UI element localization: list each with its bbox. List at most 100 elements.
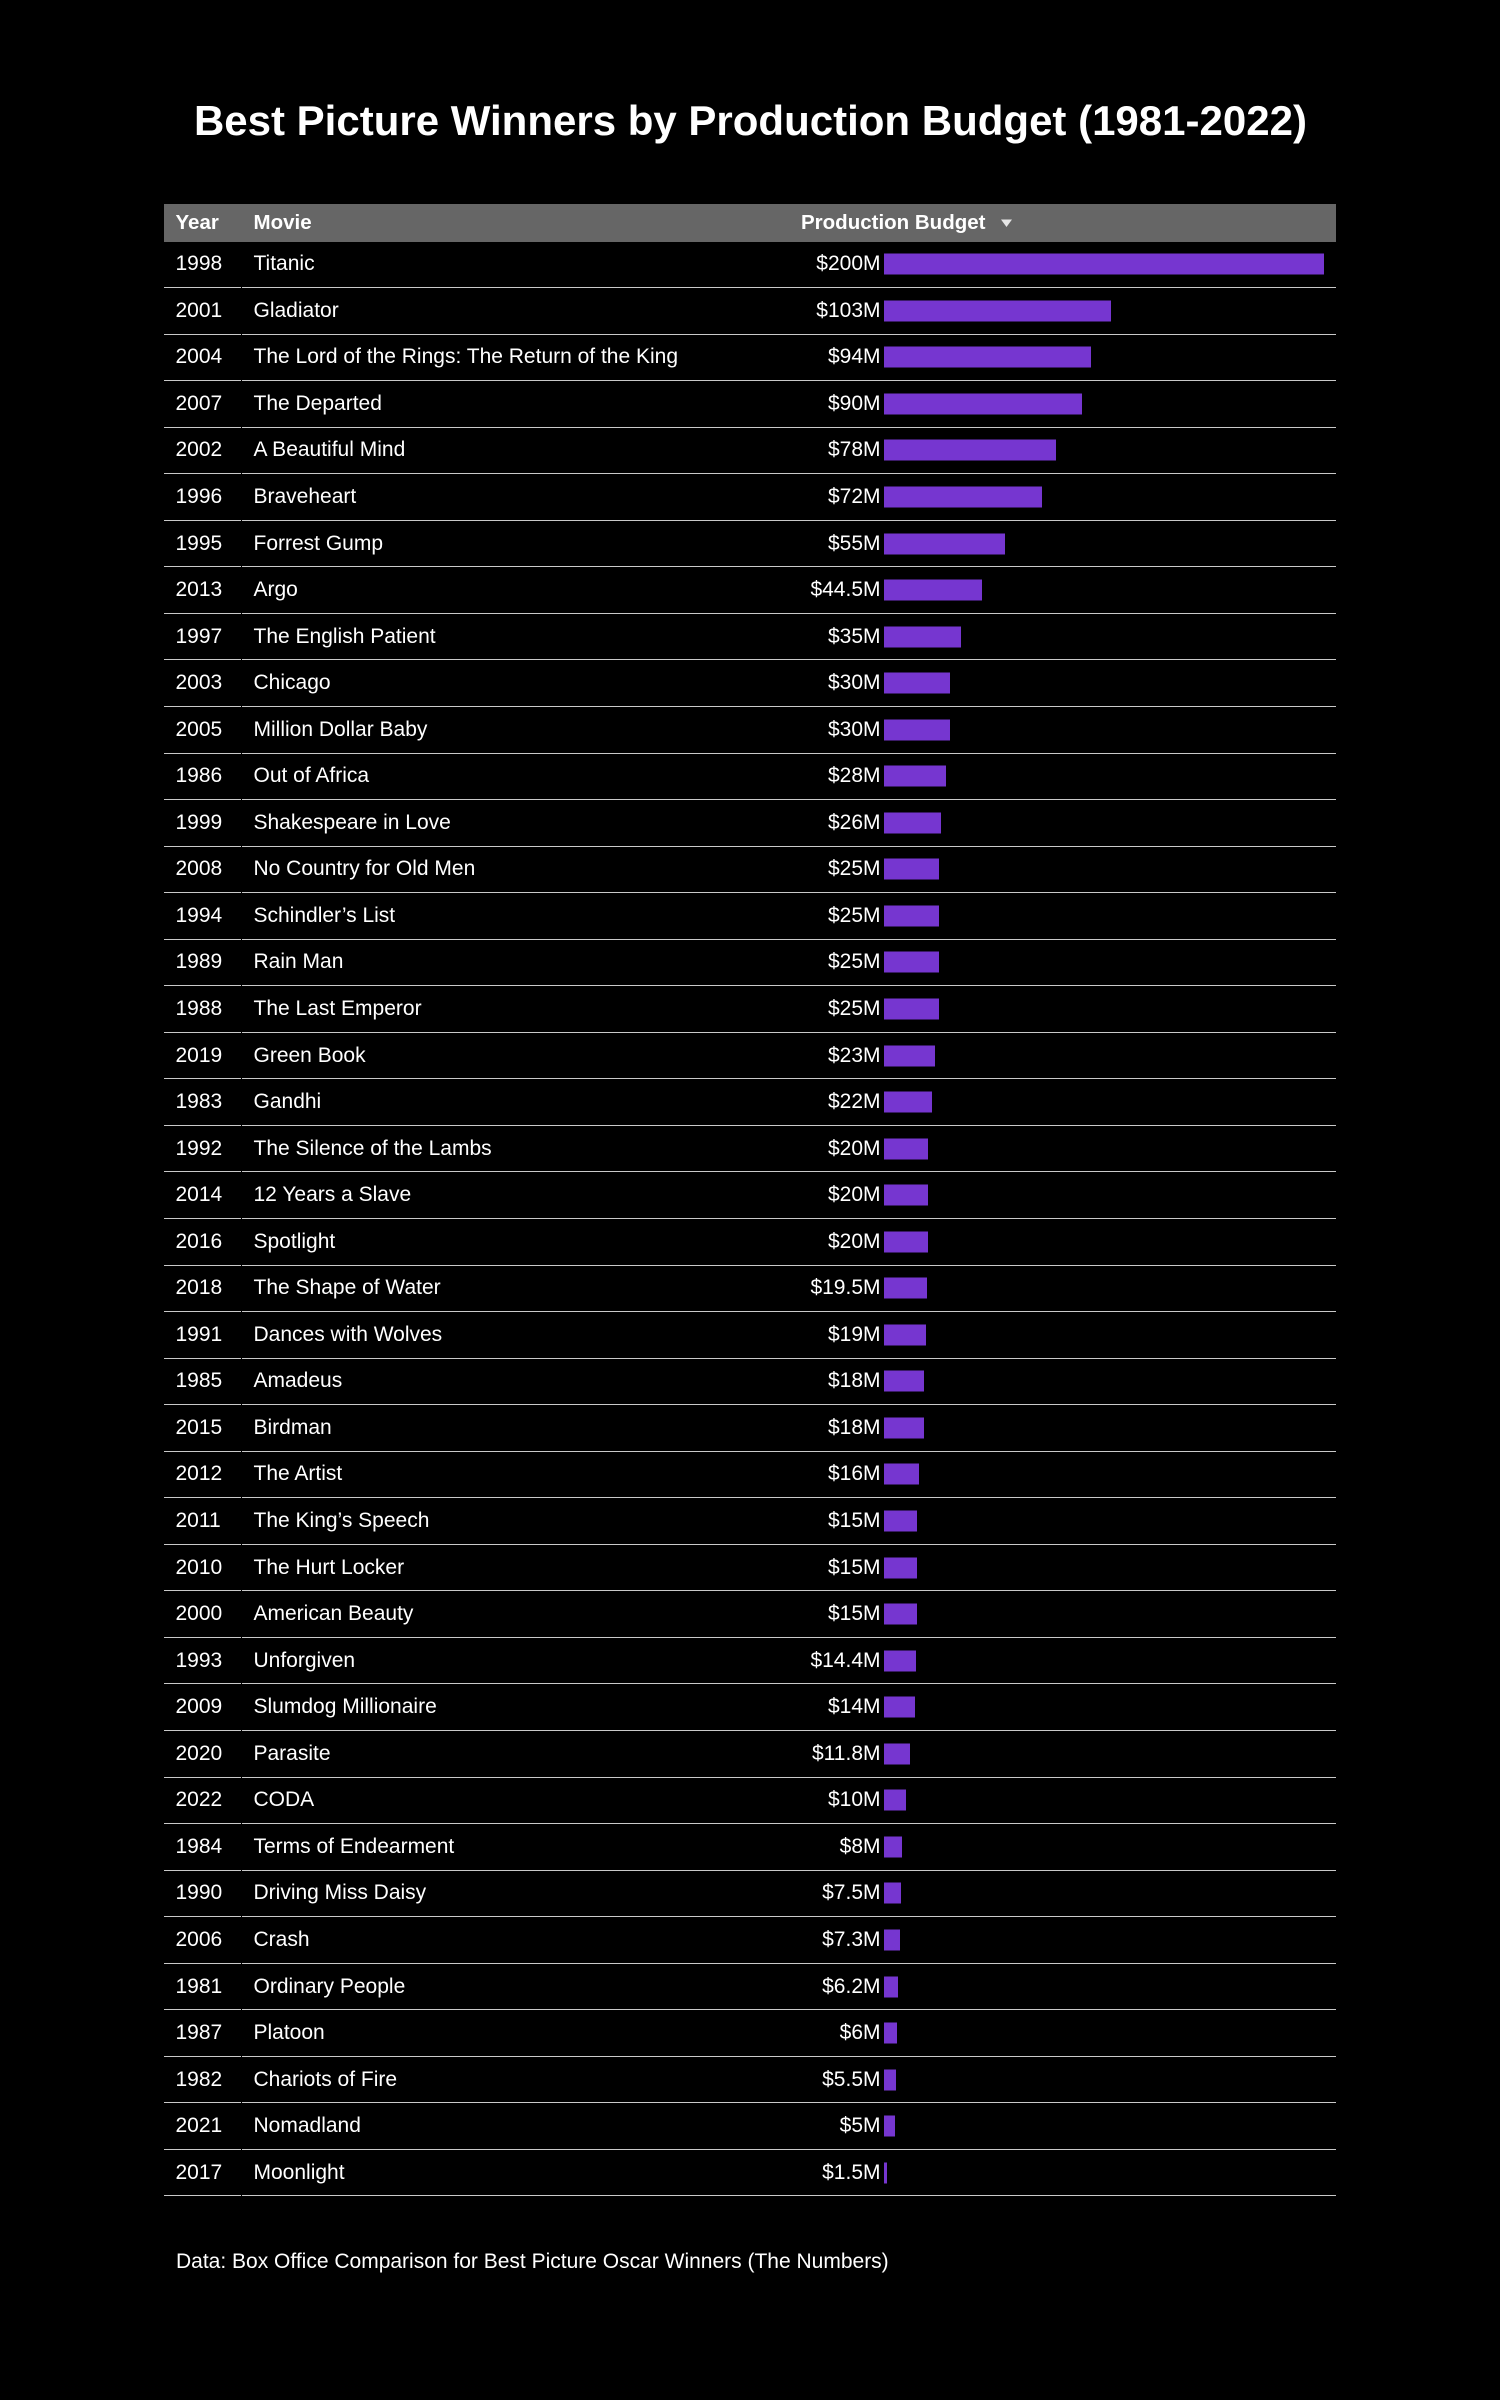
budget-bar bbox=[884, 905, 939, 927]
col-header-budget-label: Production Budget bbox=[801, 210, 986, 234]
movie-cell: Parasite bbox=[253, 1741, 331, 1765]
bar-track bbox=[884, 1836, 902, 1858]
budget-value-cell: $18M bbox=[827, 1369, 881, 1393]
budget-bar bbox=[884, 1417, 924, 1439]
budget-value-cell: $25M bbox=[827, 997, 881, 1021]
year-cell: 2003 bbox=[175, 671, 223, 695]
movie-cell: Chicago bbox=[253, 671, 331, 695]
budget-bar bbox=[884, 579, 982, 601]
movie-cell: Braveheart bbox=[253, 485, 357, 508]
table-body: 1998 Titanic $200M 2001 Gladiator $103M 2004 Th… bbox=[164, 242, 1336, 2197]
table-row: 2003 Chicago $30M bbox=[164, 660, 1336, 707]
budget-bar bbox=[884, 1603, 917, 1625]
table-row: 2002 A Beautiful Mind $78M bbox=[164, 428, 1336, 475]
bar-track bbox=[884, 1882, 901, 1904]
table-row: 1993 Unforgiven $14.4M bbox=[164, 1638, 1336, 1685]
col-header-year[interactable]: Year bbox=[175, 210, 219, 234]
budget-bar bbox=[884, 1789, 906, 1811]
budget-bar bbox=[884, 1463, 920, 1485]
table-row: 1981 Ordinary People $6.2M bbox=[164, 1964, 1336, 2011]
bar-track bbox=[884, 1370, 924, 1392]
year-cell: 1992 bbox=[175, 1136, 223, 1160]
budget-value-cell: $22M bbox=[827, 1090, 881, 1114]
table-row: 2018 The Shape of Water $19.5M bbox=[164, 1266, 1336, 1313]
table-row: 2021 Nomadland $5M bbox=[164, 2103, 1336, 2150]
bar-track bbox=[884, 812, 942, 834]
budget-value-cell: $94M bbox=[827, 345, 881, 369]
bar-track bbox=[884, 1696, 915, 1718]
movie-cell: Schindler’s List bbox=[253, 903, 396, 927]
table-row: 1982 Chariots of Fire $5.5M bbox=[164, 2057, 1336, 2104]
budget-bar bbox=[884, 1138, 928, 1160]
bar-track bbox=[884, 765, 946, 787]
budget-bar bbox=[884, 858, 939, 880]
table-row: 2008 No Country for Old Men $25M bbox=[164, 847, 1336, 894]
year-cell: 2008 bbox=[175, 857, 223, 881]
budget-bar bbox=[884, 2022, 898, 2044]
movie-cell: The Artist bbox=[253, 1462, 343, 1486]
bar-track bbox=[884, 486, 1043, 508]
movie-cell: Gladiator bbox=[253, 298, 339, 322]
col-header-movie[interactable]: Movie bbox=[253, 210, 312, 234]
budget-value-cell: $20M bbox=[827, 1229, 881, 1253]
budget-bar bbox=[884, 486, 1043, 508]
bar-track bbox=[884, 2162, 888, 2184]
sort-descending-icon[interactable] bbox=[1001, 219, 1013, 227]
table-row: 1991 Dances with Wolves $19M bbox=[164, 1312, 1336, 1359]
year-cell: 2002 bbox=[175, 438, 223, 462]
budget-bar bbox=[884, 346, 1091, 368]
budget-bar bbox=[884, 1976, 898, 1997]
budget-bar bbox=[884, 1650, 916, 1672]
budget-bar bbox=[884, 1743, 910, 1765]
movie-cell: Shakespeare in Love bbox=[253, 810, 451, 834]
year-cell: 1999 bbox=[175, 810, 223, 834]
bar-track bbox=[884, 951, 939, 973]
budget-value-cell: $7.3M bbox=[822, 1927, 881, 1951]
table-row: 1990 Driving Miss Daisy $7.5M bbox=[164, 1871, 1336, 1918]
year-cell: 1981 bbox=[175, 1974, 223, 1998]
table-row: 1997 The English Patient $35M bbox=[164, 614, 1336, 661]
budget-bar bbox=[884, 1696, 915, 1718]
movie-cell: Rain Man bbox=[253, 950, 344, 974]
budget-value-cell: $5M bbox=[839, 2114, 881, 2138]
year-cell: 2013 bbox=[175, 578, 223, 602]
year-cell: 1989 bbox=[175, 950, 223, 974]
year-cell: 2016 bbox=[175, 1229, 223, 1253]
year-cell: 1997 bbox=[175, 624, 223, 648]
table-row: 2000 American Beauty $15M bbox=[164, 1591, 1336, 1638]
bar-track bbox=[884, 1324, 926, 1346]
budget-value-cell: $72M bbox=[827, 485, 881, 508]
table-row: 1986 Out of Africa $28M bbox=[164, 754, 1336, 801]
col-header-budget[interactable]: Production Budget bbox=[801, 210, 1013, 235]
table-row: 2019 Green Book $23M bbox=[164, 1033, 1336, 1080]
table-row: 1984 Terms of Endearment $8M bbox=[164, 1824, 1336, 1871]
table-row: 1996 Braveheart $72M bbox=[164, 474, 1336, 521]
year-cell: 2000 bbox=[175, 1602, 223, 1626]
bar-track bbox=[884, 1231, 928, 1253]
movie-cell: The Lord of the Rings: The Return of the… bbox=[253, 345, 679, 369]
budget-bar bbox=[884, 812, 942, 834]
table-row: 2022 CODA $10M bbox=[164, 1778, 1336, 1825]
bar-track bbox=[884, 626, 961, 648]
table-row: 1992 The Silence of the Lambs $20M bbox=[164, 1126, 1336, 1173]
budget-bar bbox=[884, 1091, 933, 1113]
budget-value-cell: $78M bbox=[827, 438, 881, 462]
year-cell: 2018 bbox=[175, 1276, 223, 1300]
bar-track bbox=[884, 1557, 917, 1579]
budget-value-cell: $25M bbox=[827, 857, 881, 881]
budget-value-cell: $1.5M bbox=[822, 2160, 881, 2184]
table-row: 2017 Moonlight $1.5M bbox=[164, 2150, 1336, 2197]
bar-track bbox=[884, 393, 1082, 415]
movie-cell: Forrest Gump bbox=[253, 531, 384, 555]
year-cell: 2011 bbox=[175, 1509, 221, 1533]
movie-cell: Amadeus bbox=[253, 1369, 343, 1393]
budget-table: Year Movie Production Budget 1998 Titanic… bbox=[164, 203, 1336, 2197]
movie-cell: Million Dollar Baby bbox=[253, 717, 428, 741]
bar-track bbox=[884, 1976, 898, 1997]
year-cell: 1986 bbox=[175, 764, 223, 788]
budget-bar bbox=[884, 393, 1082, 415]
table-row: 2015 Birdman $18M bbox=[164, 1405, 1336, 1452]
budget-value-cell: $200M bbox=[816, 252, 881, 276]
bar-track bbox=[884, 2115, 895, 2137]
year-cell: 2006 bbox=[175, 1927, 223, 1951]
